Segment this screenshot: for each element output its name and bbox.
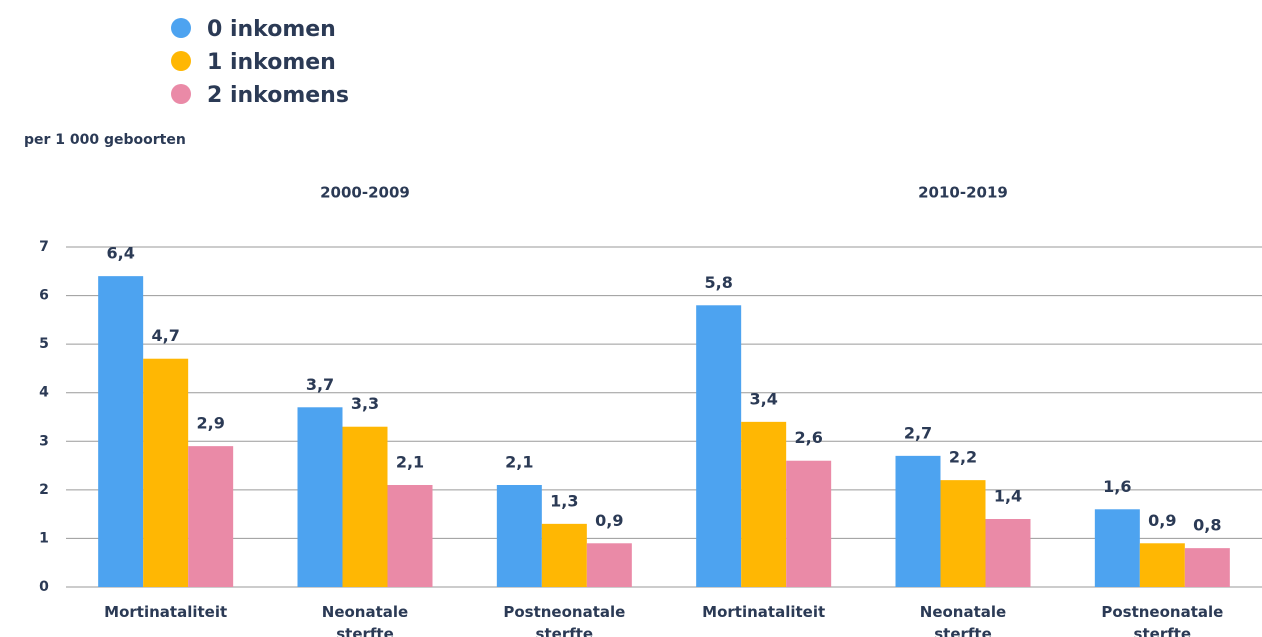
data-label: 1,6	[1103, 477, 1131, 496]
bar	[696, 305, 742, 587]
data-label: 3,3	[351, 394, 379, 413]
bar	[586, 543, 632, 587]
legend-label: 1 inkomen	[207, 50, 336, 75]
data-label: 0,9	[595, 511, 623, 530]
bar	[342, 426, 388, 587]
bar	[1094, 509, 1140, 587]
data-label: 1,3	[550, 491, 578, 510]
y-tick-label: 2	[39, 482, 49, 498]
bar	[940, 480, 986, 587]
bar	[895, 455, 941, 587]
data-label: 3,4	[749, 389, 777, 408]
y-tick-label: 3	[39, 433, 49, 449]
legend-swatch	[171, 18, 191, 38]
bar	[143, 358, 189, 587]
legend-swatch	[171, 51, 191, 71]
data-label: 2,1	[505, 453, 533, 472]
bar	[1184, 548, 1230, 587]
x-tick-label: Mortinataliteit	[702, 603, 826, 621]
data-label: 4,7	[151, 326, 179, 345]
bar	[496, 485, 542, 587]
y-tick-label: 6	[39, 288, 49, 304]
group-title: 2010-2019	[918, 184, 1008, 202]
data-label: 2,9	[196, 414, 224, 433]
bar	[98, 276, 144, 587]
bar	[741, 421, 787, 587]
data-label: 2,1	[396, 453, 424, 472]
data-label: 2,6	[794, 428, 822, 447]
bar	[1139, 543, 1185, 587]
y-tick-label: 4	[39, 385, 49, 401]
data-label: 0,8	[1193, 516, 1221, 535]
legend-swatch	[171, 84, 191, 104]
data-label: 2,2	[949, 448, 977, 467]
x-tick-label-box: Neonatale sterfte	[919, 603, 1007, 637]
group-title: 2000-2009	[320, 184, 410, 202]
y-tick-label: 0	[39, 579, 49, 595]
bar	[387, 485, 433, 587]
data-label: 5,8	[704, 273, 732, 292]
data-label: 3,7	[306, 375, 334, 394]
data-label: 1,4	[994, 487, 1022, 506]
bar	[188, 446, 234, 587]
x-tick-label-box: Postneonatale sterfte	[503, 603, 626, 637]
y-tick-label: 1	[39, 530, 49, 546]
legend-label: 0 inkomen	[207, 17, 336, 42]
x-tick-label: Postneonatale sterfte	[1101, 603, 1224, 637]
data-label: 2,7	[904, 423, 932, 442]
bar	[541, 523, 587, 587]
x-tick-label-box: Mortinataliteit	[104, 603, 228, 621]
legend-label: 2 inkomens	[207, 83, 349, 108]
bar	[985, 519, 1031, 587]
y-tick-label: 5	[39, 336, 49, 352]
bar	[786, 460, 832, 587]
x-tick-label-box: Mortinataliteit	[702, 603, 826, 621]
x-tick-label: Neonatale sterfte	[919, 603, 1007, 637]
x-tick-label: Neonatale sterfte	[321, 603, 409, 637]
y-tick-label: 7	[39, 239, 49, 255]
x-tick-label: Mortinataliteit	[104, 603, 228, 621]
x-tick-label: Postneonatale sterfte	[503, 603, 626, 637]
x-tick-label-box: Neonatale sterfte	[321, 603, 409, 637]
bar	[297, 407, 343, 587]
x-tick-label-box: Postneonatale sterfte	[1101, 603, 1224, 637]
data-label: 6,4	[106, 244, 134, 263]
data-label: 0,9	[1148, 511, 1176, 530]
y-axis-label: per 1 000 geboorten	[24, 132, 186, 148]
